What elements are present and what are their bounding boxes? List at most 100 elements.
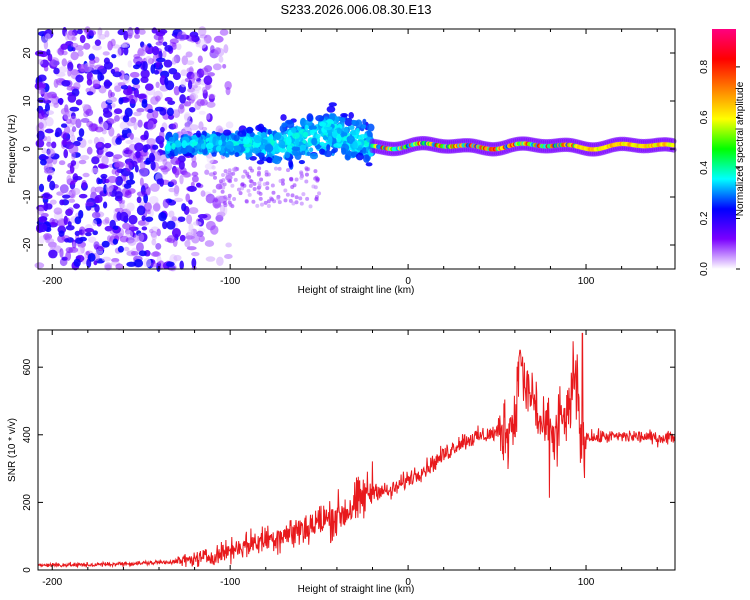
spectrogram-cell: [224, 80, 232, 90]
spectrogram-cell: [53, 78, 59, 88]
spectrogram-cell: [127, 31, 135, 36]
spectrogram-cell: [37, 81, 47, 89]
spectrogram-cell: [198, 26, 207, 37]
spectrogram-cell: [285, 136, 292, 146]
spectrogram-cell: [263, 200, 268, 205]
spectrogram-cell: [134, 142, 144, 152]
spectrogram-cell: [222, 182, 227, 187]
spectrogram-cell: [286, 168, 291, 173]
spectrogram-cell: [75, 99, 83, 106]
spectrogram-cell: [143, 130, 149, 140]
spectrogram-cell: [291, 201, 296, 206]
spectrogram-cell: [151, 45, 160, 56]
spectrogram-cell: [126, 85, 133, 94]
spectrogram-cell: [141, 44, 149, 52]
spectrogram-cell: [81, 179, 87, 189]
spectrogram-cell: [125, 139, 133, 145]
spectrogram-cell: [145, 186, 151, 196]
spectrogram-cell: [45, 203, 53, 210]
spectrogram-cell: [64, 238, 70, 243]
spectrogram-cell: [46, 148, 56, 158]
spectrogram-cell: [233, 134, 240, 142]
spectrogram-cell: [112, 238, 119, 245]
spectrogram-cell: [144, 202, 152, 212]
spectrogram-cell: [309, 152, 319, 160]
spectrogram-cell: [163, 59, 173, 68]
spectrogram-cell: [242, 183, 247, 188]
spectrogram-cell: [94, 204, 100, 213]
spectrogram-cell: [224, 254, 233, 260]
spectrogram-cell: [251, 199, 256, 204]
spectrogram-cell: [68, 247, 79, 253]
spectrogram-cell: [240, 186, 245, 191]
spectrogram-cell: [288, 159, 293, 168]
spectrogram-cell: [66, 30, 76, 41]
spectrogram-cell: [166, 220, 176, 230]
spectrogram-y-tick-label: -10: [22, 189, 33, 204]
spectrogram-cell: [39, 155, 49, 160]
spectrogram-cell: [97, 149, 103, 155]
spectrogram-cell: [290, 193, 295, 198]
spectrogram-cell: [184, 120, 193, 129]
spectrogram-cell: [173, 254, 182, 262]
spectrogram-cell: [355, 127, 360, 135]
spectrogram-cell: [97, 29, 102, 40]
spectrogram-cell: [122, 222, 131, 230]
spectrogram-cell: [49, 199, 57, 205]
spectrogram-cell: [340, 113, 349, 118]
spectrogram-cell: [104, 225, 113, 232]
spectrogram-cell: [126, 132, 133, 138]
spectrogram-cell: [151, 232, 157, 241]
spectrogram-cell: [96, 141, 103, 148]
spectrogram-cell: [290, 127, 297, 134]
spectrogram-cell: [252, 187, 257, 192]
spectrogram-cell: [85, 232, 92, 237]
spectrogram-cell: [172, 122, 179, 130]
spectrogram-cell: [103, 110, 113, 118]
spectrogram-cell: [38, 183, 45, 193]
spectrogram-cell: [309, 147, 314, 153]
spectrogram-cell: [276, 196, 281, 201]
spectrogram-cell: [79, 154, 90, 161]
spectrogram-cell: [113, 108, 123, 115]
spectrogram-cell: [188, 106, 196, 113]
spectrogram-cell: [278, 139, 286, 148]
spectrogram-cell: [225, 86, 231, 96]
spectrogram-cell: [256, 160, 265, 165]
spectrogram-cell: [225, 140, 234, 150]
spectrogram-cell: [83, 42, 91, 50]
spectrogram-cell: [166, 235, 176, 244]
spectrogram-cell: [245, 147, 250, 153]
spectrogram-cell: [284, 151, 291, 159]
spectrogram-cell: [136, 191, 147, 197]
spectrogram-cell: [159, 140, 164, 149]
spectrogram-cell: [318, 121, 327, 127]
spectrogram-cell: [214, 203, 219, 208]
spectrogram-cell: [362, 118, 367, 125]
spectrogram-cell: [198, 235, 205, 242]
spectrogram-cell: [136, 242, 144, 253]
spectrogram-cell: [166, 107, 174, 117]
spectrogram-cell: [171, 56, 177, 65]
spectrogram-cell: [46, 110, 55, 115]
spectrogram-cell: [92, 44, 102, 51]
spectrogram-cell: [110, 68, 116, 75]
spectrogram-cell: [249, 155, 257, 161]
spectrogram-cell: [201, 67, 209, 76]
spectrogram-cell: [336, 127, 342, 134]
spectrogram-cell: [126, 261, 137, 267]
spectrogram-cell: [180, 79, 187, 88]
spectrogram-cell: [308, 125, 317, 131]
spectrogram-cell: [257, 181, 262, 186]
spectrogram-cell: [219, 204, 226, 214]
snr-y-tick-label: 0: [22, 567, 33, 573]
spectrogram-cell: [179, 174, 184, 185]
spectrogram-cell: [104, 216, 110, 224]
spectrogram-cell: [123, 46, 129, 56]
spectrogram-cell: [100, 173, 108, 179]
spectrogram-cell: [299, 171, 304, 176]
spectrogram-cell: [126, 202, 135, 212]
spectrogram-cell: [156, 151, 161, 162]
spectrogram-cell: [91, 167, 100, 174]
spectrogram-cell: [264, 143, 274, 153]
